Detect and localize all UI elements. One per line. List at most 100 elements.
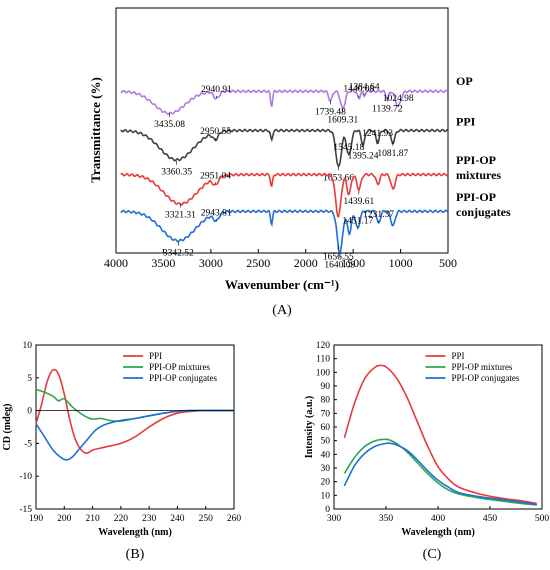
panel-b: 190 200 210 220 230 240 250 260 10 5 0 -5 -10 -15 PPI… [2, 341, 241, 562]
c-series-line-ppi [343, 364, 537, 505]
panel-b-plot [35, 368, 235, 461]
a-annotation-op-1024-98: 1024.98 [383, 94, 414, 104]
c-series-line-ppi-op-conjugates [343, 442, 537, 506]
a-series-label-ppi-op-conjugates: PPI-OP [456, 190, 496, 204]
c-x-tick-label-350: 350 [379, 514, 394, 524]
b-series-line-ppi-op-mixtures [35, 388, 234, 422]
panel-b-x-label: Wavelength (nm) [98, 527, 172, 538]
a-series-label-ppi: PPI [456, 114, 476, 128]
b-x-tick-label-240: 240 [170, 514, 185, 524]
a-annotation-ppi-1545-18: 1545.18 [333, 143, 364, 153]
a-annotation-op-1609-31: 1609.31 [327, 116, 358, 126]
a-annotation-op-1440-08: 1440.08 [343, 85, 374, 95]
panel-c-label: (C) [423, 547, 442, 562]
a-series-label-ppi-op-mixtures: mixtures [456, 168, 501, 182]
panel-a-x-label: Wavenumber (cm⁻¹) [225, 277, 339, 292]
a-annotation-op-1739-48: 1739.48 [315, 107, 346, 117]
b-series-line-ppi [35, 368, 235, 455]
a-annotation-ppi-op-conjugates-1451-17: 1451.17 [342, 216, 373, 226]
a-annotation-ppi-op-mixtures-2951-04: 2951.04 [200, 171, 231, 181]
panel-a-y-label: Transmittance (%) [88, 77, 103, 183]
c-x-tick-label-500: 500 [535, 514, 550, 524]
a-annotation-op-1384-64: 1384.64 [349, 82, 380, 92]
b-x-tick-label-220: 220 [114, 514, 129, 524]
panel-c: 300 350 400 450 500 0 10 20 30 40 50 60 70 80 90 100 110… [304, 341, 549, 562]
b-x-tick-label-230: 230 [142, 514, 157, 524]
c-legend-label-ppi-op-mixtures: PPI-OP mixtures [452, 362, 513, 372]
c-x-tick-label-300: 300 [327, 514, 342, 524]
c-y-tick-label-20: 20 [321, 478, 331, 488]
a-x-tick-label-500: 500 [439, 256, 457, 270]
a-annotation-ppi-op-mixtures-3321-31: 3321.31 [165, 210, 196, 220]
c-series-line-ppi-op-mixtures [343, 438, 537, 506]
c-y-tick-label-120: 120 [316, 341, 331, 351]
a-annotation-ppi-op-conjugates-1656-55: 1656.55 [323, 253, 354, 263]
c-y-tick-label-60: 60 [321, 423, 331, 433]
b-x-tick-label-210: 210 [85, 514, 100, 524]
b-x-tick-label-200: 200 [57, 514, 72, 524]
a-annotation-ppi-op-conjugates-1231-37: 1231.37 [363, 210, 394, 220]
b-y-tick-label-10: 10 [23, 341, 33, 351]
c-legend-label-ppi: PPI [452, 351, 465, 361]
b-legend-label-ppi-op-conjugates: PPI-OP conjugates [149, 373, 217, 383]
c-y-tick-label-50: 50 [321, 437, 331, 447]
b-legend-label-ppi-op-mixtures: PPI-OP mixtures [149, 362, 210, 372]
c-y-tick-label-100: 100 [316, 368, 331, 378]
b-y-tick-label--5: -5 [24, 439, 32, 449]
panel-c-y-label: Intensity (a.u.) [304, 396, 315, 459]
a-x-tick-label-1500: 1500 [341, 256, 365, 270]
c-y-tick-label-30: 30 [321, 464, 331, 474]
a-annotation-ppi-1081-87: 1081.87 [377, 149, 408, 159]
a-x-tick-label-4000: 4000 [104, 256, 128, 270]
a-annotation-op-1139-72: 1139.72 [372, 105, 403, 115]
a-annotation-ppi-3360-35: 3360.35 [161, 168, 192, 178]
a-x-tick-label-2500: 2500 [246, 256, 270, 270]
a-annotation-ppi-op-conjugates-1640-09: 1640.09 [324, 261, 355, 271]
c-x-tick-label-450: 450 [483, 514, 498, 524]
c-y-tick-label-90: 90 [321, 382, 331, 392]
b-legend-label-ppi: PPI [149, 351, 162, 361]
c-legend-label-ppi-op-conjugates: PPI-OP conjugates [452, 373, 520, 383]
b-y-tick-label-0: 0 [27, 407, 32, 417]
panel-a-plot: OP 3435.08 2940.91 1739.48 1384.64 1609.31 144… [120, 74, 511, 271]
panel-a-frame [115, 7, 449, 254]
a-x-tick-label-2000: 2000 [294, 256, 318, 270]
a-annotation-ppi-op-conjugates-2943-81: 2943.81 [201, 209, 232, 219]
c-x-tick-label-400: 400 [431, 514, 446, 524]
b-y-tick-label-5: 5 [27, 374, 32, 384]
a-x-tick-label-3000: 3000 [199, 256, 223, 270]
a-annotation-ppi-1653-66: 1653.66 [323, 173, 354, 183]
panel-b-label: (B) [126, 547, 145, 562]
a-annotation-op-3435-08: 3435.08 [154, 120, 185, 130]
b-y-tick-label--15: -15 [19, 505, 32, 515]
b-x-tick-label-190: 190 [29, 514, 44, 524]
a-series-line-ppi [120, 128, 449, 168]
a-annotation-ppi-2950-55: 2950.55 [200, 127, 231, 137]
a-annotation-op-2940-91: 2940.91 [201, 85, 232, 95]
panel-a-label: (A) [272, 303, 292, 318]
c-y-tick-label-110: 110 [316, 355, 330, 365]
c-y-tick-label-10: 10 [321, 491, 331, 501]
panel-c-ticks: 300 350 400 450 500 0 10 20 30 40 50 60 70 80 90 100 110… [316, 341, 550, 524]
panel-c-x-label: Wavelength (nm) [401, 527, 475, 538]
a-annotation-ppi-op-conjugates-3342-52: 3342.52 [163, 249, 194, 259]
c-y-tick-label-80: 80 [321, 396, 331, 406]
panel-b-y-label: CD (mdeg) [2, 404, 13, 451]
a-annotation-ppi-1241-93: 1241.93 [362, 129, 393, 139]
panel-c-plot [343, 364, 537, 506]
a-series-line-ppi-op-mixtures [120, 172, 449, 218]
b-x-tick-label-260: 260 [227, 514, 242, 524]
a-x-tick-label-1000: 1000 [389, 256, 413, 270]
panel-a: OP 3435.08 2940.91 1739.48 1384.64 1609.31 144… [88, 7, 511, 318]
c-y-tick-label-40: 40 [321, 450, 331, 460]
a-annotation-ppi-op-mixtures-1439-61: 1439.61 [343, 197, 374, 207]
b-series-line-ppi-op-conjugates [35, 409, 234, 461]
c-y-tick-label-0: 0 [325, 505, 330, 515]
a-series-label-ppi-op-mixtures: PPI-OP [456, 153, 496, 167]
a-series-line-op [120, 89, 449, 116]
a-annotation-ppi-1395-24: 1395.24 [348, 151, 379, 161]
c-y-tick-label-70: 70 [321, 409, 331, 419]
b-x-tick-label-250: 250 [199, 514, 214, 524]
